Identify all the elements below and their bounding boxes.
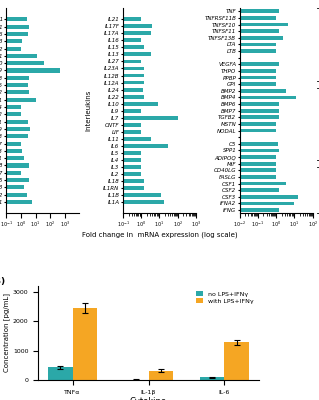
Bar <box>0 171 21 175</box>
Bar <box>0 95 145 98</box>
Bar <box>0 144 168 148</box>
Bar <box>0 112 21 116</box>
Bar <box>0 25 29 29</box>
Bar <box>0 134 28 138</box>
Y-axis label: Concentration [pg/mL]: Concentration [pg/mL] <box>4 294 10 372</box>
Bar <box>0 165 141 169</box>
Bar <box>0 54 37 58</box>
Bar <box>0 38 141 42</box>
Bar <box>0 179 145 183</box>
Bar <box>0 76 29 80</box>
Bar <box>0 208 279 212</box>
Bar <box>0 32 28 36</box>
Bar <box>0 68 60 72</box>
Bar <box>0 105 21 109</box>
Bar <box>0 158 141 162</box>
Bar <box>0 120 28 124</box>
Bar <box>0 36 283 40</box>
Bar <box>0 102 158 106</box>
Bar <box>0 10 279 13</box>
Bar <box>0 202 293 205</box>
Bar <box>0 24 152 28</box>
Bar <box>0 43 276 46</box>
Text: (B): (B) <box>0 277 5 286</box>
Bar <box>0 81 145 84</box>
Bar <box>0 17 141 21</box>
Bar <box>0 193 27 197</box>
Bar <box>0 123 141 127</box>
Bar <box>0 49 276 53</box>
Bar <box>0 162 276 166</box>
Bar <box>0 195 298 199</box>
Bar <box>0 82 276 86</box>
Bar <box>200 377 225 380</box>
Bar <box>0 46 145 49</box>
Bar <box>0 31 151 35</box>
Bar <box>0 142 278 146</box>
Bar <box>0 60 141 63</box>
Bar <box>0 98 35 102</box>
Bar <box>0 69 276 73</box>
Bar <box>0 62 279 66</box>
Legend: no LPS+IFNγ, with LPS+IFNγ: no LPS+IFNγ, with LPS+IFNγ <box>194 289 256 306</box>
Bar <box>73 308 97 380</box>
Bar <box>0 155 276 159</box>
Bar <box>0 90 29 94</box>
X-axis label: Fold change in  mRNA expression (log scale): Fold change in mRNA expression (log scal… <box>82 232 237 238</box>
Bar <box>225 342 249 380</box>
Bar <box>0 156 24 160</box>
Bar <box>0 151 141 155</box>
Bar <box>0 39 22 43</box>
Bar <box>0 182 286 185</box>
Bar <box>0 88 143 92</box>
Bar <box>48 367 73 380</box>
Bar <box>0 149 279 152</box>
Bar <box>0 178 29 182</box>
Text: Interleukins: Interleukins <box>85 90 91 131</box>
Bar <box>0 137 151 141</box>
Bar <box>0 200 32 204</box>
Bar <box>0 96 296 99</box>
Bar <box>0 52 151 56</box>
Bar <box>0 149 22 153</box>
Bar <box>0 188 279 192</box>
Bar <box>149 370 173 380</box>
Bar <box>0 122 276 126</box>
Bar <box>0 186 145 190</box>
Bar <box>0 175 276 179</box>
Bar <box>0 74 145 78</box>
Bar <box>0 168 276 172</box>
Bar <box>0 17 27 21</box>
Bar <box>0 46 21 50</box>
Bar <box>0 172 141 176</box>
Bar <box>0 61 44 65</box>
Bar <box>0 66 145 70</box>
X-axis label: Cytokine: Cytokine <box>130 398 167 400</box>
Bar <box>0 29 279 33</box>
Bar <box>0 76 276 79</box>
Bar <box>0 89 286 93</box>
Bar <box>0 23 288 26</box>
Bar <box>0 116 279 119</box>
Bar <box>0 16 276 20</box>
Bar <box>0 130 141 134</box>
Bar <box>0 193 161 197</box>
Bar <box>0 164 29 168</box>
Bar <box>0 200 164 204</box>
Bar <box>0 109 141 113</box>
Bar <box>0 102 279 106</box>
Bar <box>0 83 28 87</box>
Bar <box>0 142 21 146</box>
Bar <box>0 116 178 120</box>
Bar <box>0 109 279 112</box>
Bar <box>0 129 276 132</box>
Bar <box>0 127 31 131</box>
Bar <box>0 186 24 190</box>
